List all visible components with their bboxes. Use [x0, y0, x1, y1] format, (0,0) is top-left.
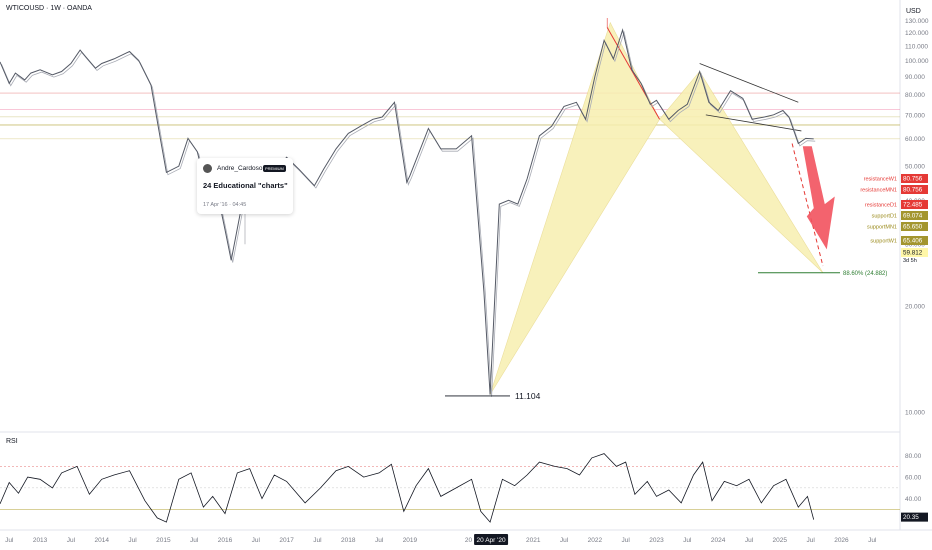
idea-card[interactable]: Andre_Cardoso PREMIUM 24 Educational "ch… — [197, 158, 293, 214]
x-tick-label: Jul — [683, 537, 692, 544]
rsi-series-line — [0, 453, 815, 523]
price-tag-label: 59.812 — [903, 250, 923, 257]
y-tick-label: 90.000 — [905, 74, 925, 81]
price-tag-label: 72.485 — [903, 202, 923, 209]
crosshair-date-label: 20 Apr '20 — [477, 537, 506, 544]
x-tick-label: 2014 — [94, 537, 109, 544]
channel-top-line — [699, 63, 799, 103]
author-name[interactable]: Andre_Cardoso — [217, 165, 263, 172]
price-tag-label: 69.074 — [903, 213, 923, 220]
x-tick-label: Jul — [622, 537, 631, 544]
y-tick-label: 70.000 — [905, 112, 925, 119]
price-tag-box — [901, 248, 928, 257]
y-tick-label: 20.000 — [905, 304, 925, 311]
x-tick-label: Jul — [806, 537, 815, 544]
channel-bottom-line — [705, 114, 802, 132]
y-tick-label: 120.000 — [905, 30, 929, 37]
price-series-line — [0, 28, 814, 395]
x-tick-label: Jul — [190, 537, 199, 544]
x-tick-label: Jul — [5, 537, 14, 544]
x-tick-label: Jul — [375, 537, 384, 544]
x-tick-label: 2018 — [341, 537, 356, 544]
premium-badge: PREMIUM — [263, 165, 286, 172]
x-tick-label: 2024 — [711, 537, 726, 544]
currency-label: USD — [906, 8, 921, 15]
low-marker-label: 11.104 — [515, 391, 541, 401]
price-tag-box — [901, 222, 928, 231]
level-label: supportW1 — [870, 239, 897, 245]
x-tick-label: 2021 — [526, 537, 541, 544]
x-tick-label: Jul — [128, 537, 137, 544]
price-tag-label: 80.756 — [903, 187, 923, 194]
x-tick-label: 2013 — [33, 537, 48, 544]
x-tick-label: 2017 — [279, 537, 294, 544]
rsi-current-box — [901, 512, 928, 522]
x-tick-label: 2025 — [773, 537, 788, 544]
y-tick-label: 80.000 — [905, 92, 925, 99]
x-tick-label: Jul — [67, 537, 76, 544]
x-tick-label: Jul — [252, 537, 261, 544]
level-label: resistanceMN1 — [860, 188, 897, 194]
level-label: resistanceW1 — [864, 177, 897, 183]
x-tick-label: 2026 — [834, 537, 849, 544]
idea-headline[interactable]: 24 Educational "charts" — [203, 181, 288, 190]
x-tick-label: Jul — [745, 537, 754, 544]
y-tick-label: 30.000 — [905, 242, 925, 249]
rsi-tick-label: 60.00 — [905, 475, 922, 482]
x-tick-label: Jul — [560, 537, 569, 544]
target-label: 88.60% (24.882) — [843, 271, 887, 277]
x-tick-label: 2022 — [588, 537, 603, 544]
countdown-label: 3d 5h — [903, 258, 917, 264]
y-tick-label: 50.000 — [905, 164, 925, 171]
y-tick-label: 130.000 — [905, 18, 929, 25]
rsi-label: RSI — [6, 438, 18, 445]
rsi-current-label: 20.35 — [903, 514, 919, 521]
rsi-tick-label: 40.00 — [905, 496, 922, 503]
price-tag-box — [901, 236, 928, 245]
rsi-tick-label: 80.00 — [905, 453, 922, 460]
price-series-line-secondary — [1, 30, 816, 397]
level-label: supportD1 — [872, 214, 897, 220]
level-label: resistanceD1 — [865, 203, 897, 209]
harmonic-triangle-bcd — [659, 70, 824, 273]
y-tick-label: 10.000 — [905, 409, 925, 416]
chart-title: WTICOUSD · 1W · OANDA — [6, 5, 92, 12]
avatar — [203, 164, 212, 173]
price-tag-label: 65.406 — [903, 238, 923, 245]
x-tick-label: 2023 — [649, 537, 664, 544]
level-label: supportMN1 — [867, 225, 897, 231]
projection-dashed-line — [791, 143, 824, 267]
price-tag-box — [901, 185, 928, 194]
x-tick-label: Jul — [868, 537, 877, 544]
x-tick-label: 20 — [465, 537, 473, 544]
x-tick-label: Jul — [313, 537, 322, 544]
x-tick-label: 2015 — [156, 537, 171, 544]
harmonic-triangle-xab — [489, 21, 660, 395]
price-tag-label: 65.650 — [903, 224, 923, 231]
price-tag-label: 80.756 — [903, 176, 923, 183]
down-arrow — [802, 146, 835, 250]
y-tick-label: 110.000 — [905, 43, 928, 50]
crosshair-date-box — [474, 534, 509, 545]
price-tag-box — [901, 211, 928, 220]
y-tick-label: 60.000 — [905, 136, 925, 143]
idea-date: 17 Apr '16 · 04:45 — [203, 202, 247, 208]
x-tick-label: 2019 — [403, 537, 418, 544]
price-tag-box — [901, 174, 928, 183]
x-tick-label: 2016 — [218, 537, 233, 544]
y-tick-label: 100.000 — [905, 58, 929, 65]
price-tag-box — [901, 200, 928, 209]
